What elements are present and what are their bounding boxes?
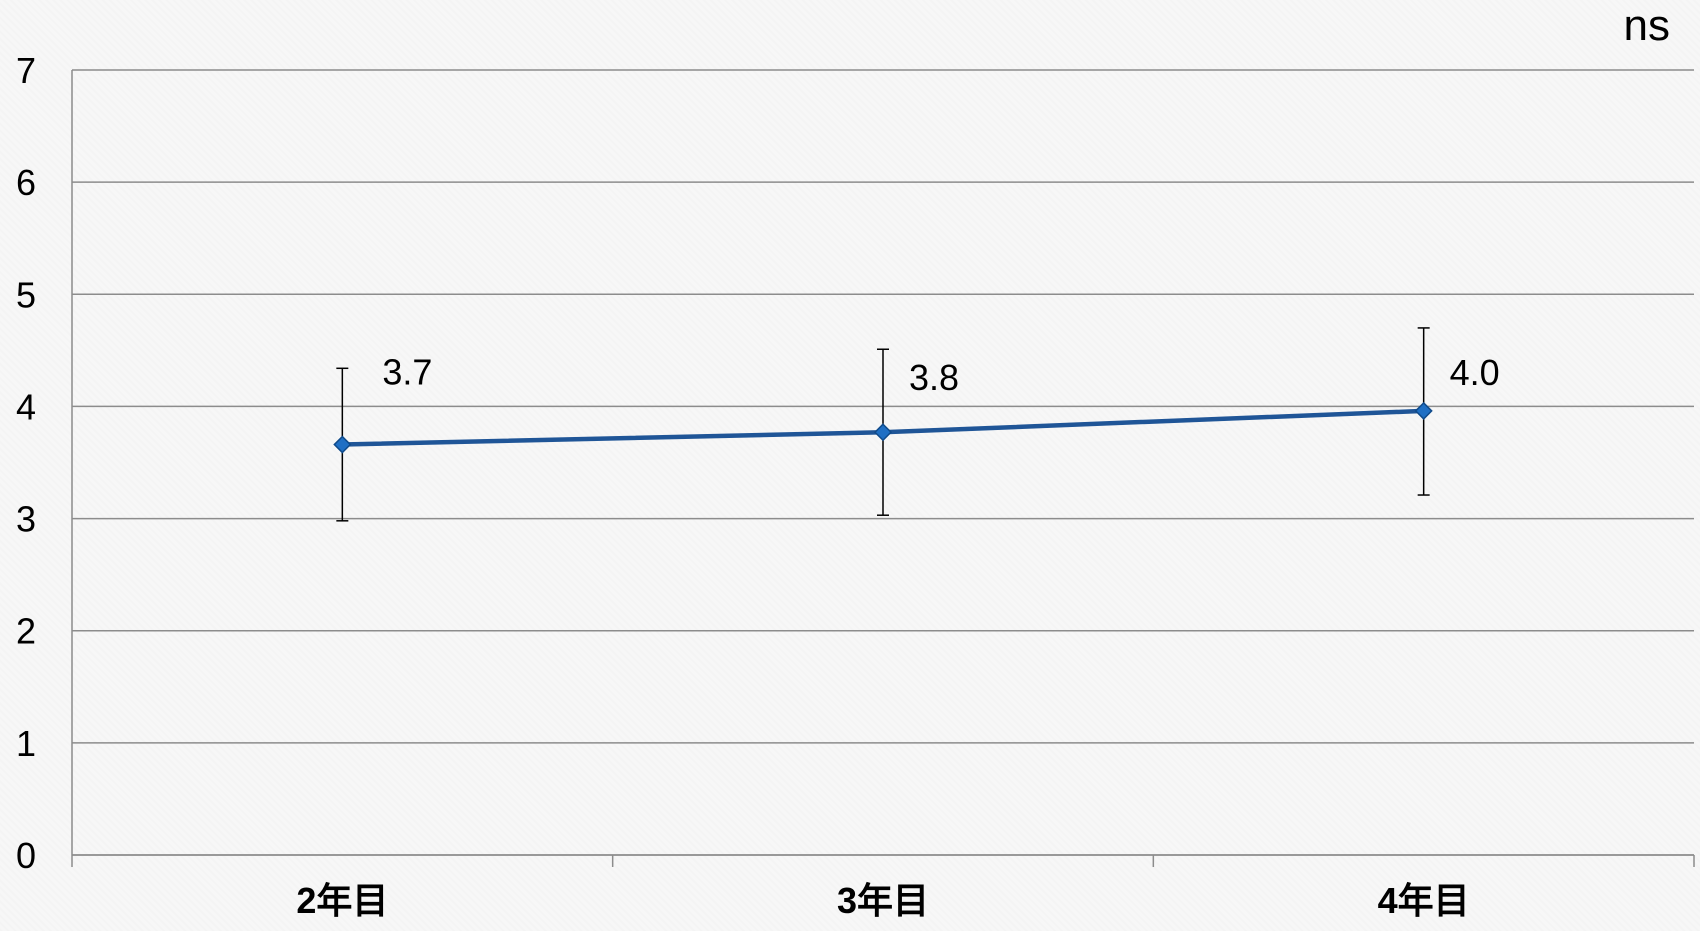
- y-tick-label-2: 2: [16, 611, 36, 652]
- data-point-2: [873, 423, 893, 442]
- data-label-1: 3.7: [382, 352, 432, 393]
- data-label-3: 4.0: [1450, 352, 1500, 393]
- y-tick-label-3: 3: [16, 499, 36, 540]
- significance-annotation: ns: [1624, 1, 1670, 50]
- data-label-2: 3.8: [909, 357, 959, 398]
- x-tick-label-2: 3年目: [837, 880, 929, 921]
- y-tick-label-0: 0: [16, 835, 36, 876]
- y-tick-label-1: 1: [16, 723, 36, 764]
- y-tick-label-4: 4: [16, 386, 36, 427]
- x-tick-label-3: 4年目: [1378, 880, 1470, 921]
- label-layer: 3.7 3.8 4.0: [382, 352, 1499, 399]
- data-point-3: [1414, 401, 1433, 420]
- marker-layer: [333, 401, 1433, 454]
- y-tick-label-5: 5: [16, 274, 36, 315]
- data-point-1: [333, 435, 352, 454]
- axis-layer: 0 1 2 3 4 5 6 7 2年目 3年目 4年目: [16, 50, 1695, 921]
- x-tick-label-1: 2年目: [296, 880, 388, 921]
- y-tick-label-6: 6: [16, 162, 36, 203]
- y-tick-label-7: 7: [16, 50, 36, 91]
